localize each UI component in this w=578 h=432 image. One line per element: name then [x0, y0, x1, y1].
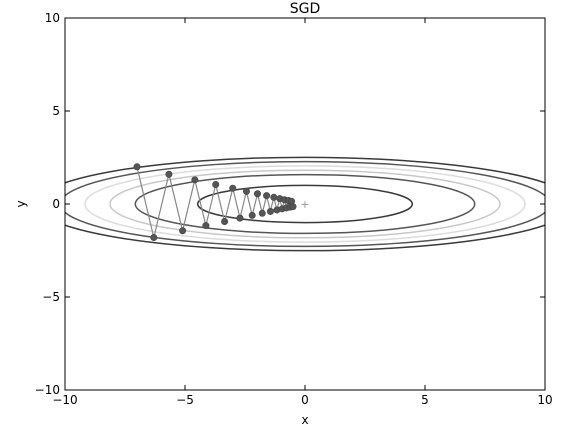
path-point — [212, 180, 220, 188]
path-point — [179, 227, 187, 235]
path-point — [229, 184, 237, 192]
minimum-marker: + — [300, 198, 309, 211]
path-point — [289, 203, 297, 211]
y-tick-label: −5 — [42, 290, 60, 304]
contour-0 — [196, 184, 414, 224]
path-point — [191, 176, 199, 184]
path-point — [270, 193, 278, 201]
path-point — [248, 211, 256, 219]
y-tick-label: 10 — [45, 11, 60, 25]
y-axis-label: y — [14, 200, 28, 207]
contour-1 — [134, 173, 476, 235]
y-tick-label: 0 — [52, 197, 60, 211]
x-tick-label: 0 — [301, 393, 309, 407]
contour-3 — [84, 165, 526, 243]
y-axis-ticks: −10 −5 0 5 10 — [35, 11, 545, 397]
chart-title: SGD — [290, 1, 321, 17]
path-point — [221, 217, 229, 225]
path-point — [266, 207, 274, 215]
path-point — [258, 209, 266, 217]
x-axis-label: x — [301, 413, 308, 427]
contour-lines — [65, 156, 545, 252]
x-tick-label: 5 — [421, 393, 429, 407]
contour-2 — [109, 169, 501, 239]
path-point — [242, 187, 250, 195]
path-point — [150, 233, 158, 241]
x-tick-label: 10 — [537, 393, 552, 407]
x-tick-label: −10 — [52, 393, 77, 407]
y-tick-label: 5 — [52, 104, 60, 118]
minimum-plus: + — [300, 198, 309, 211]
path-point — [133, 163, 141, 171]
path-point — [202, 222, 210, 230]
path-point — [165, 170, 173, 178]
contour-5 — [65, 156, 545, 252]
y-tick-label: −10 — [35, 383, 60, 397]
x-axis-ticks: −10 −5 0 5 10 — [52, 18, 553, 407]
contour-4 — [65, 160, 545, 248]
path-point — [263, 192, 271, 200]
optimization-points — [133, 163, 297, 241]
x-tick-label: −5 — [176, 393, 194, 407]
path-point — [253, 190, 261, 198]
path-point — [236, 214, 244, 222]
